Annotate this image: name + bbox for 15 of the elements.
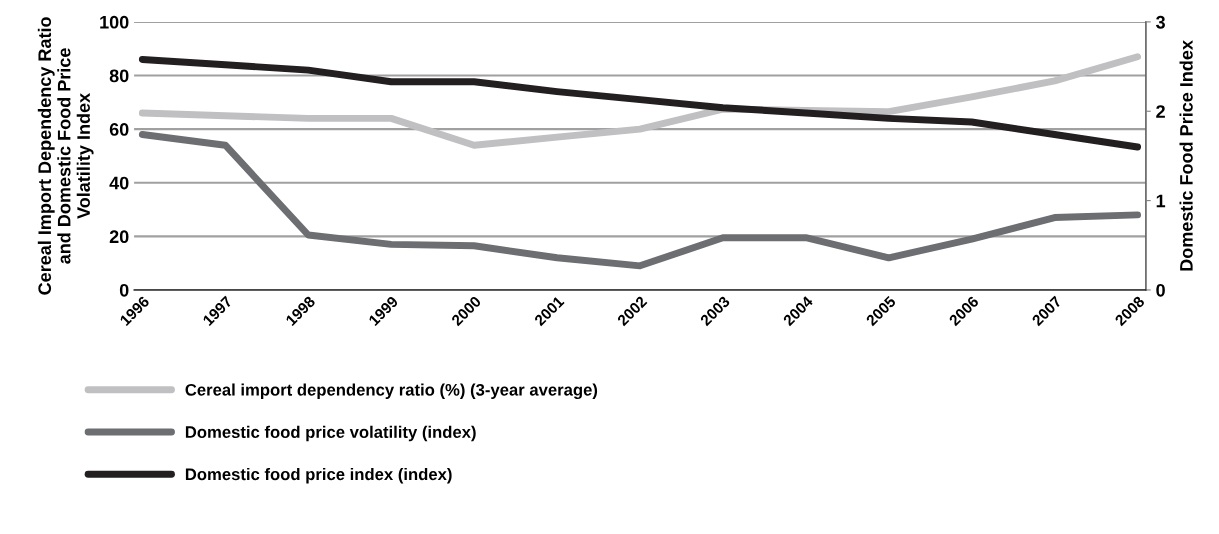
y2-tick-label: 1: [1156, 194, 1166, 208]
y-tick-label: 0: [119, 283, 129, 297]
y-axis-title: Cereal Import Dependency Ratio and Domestic Food Price Volatility Index: [37, 17, 94, 295]
legend-label: Domestic food price volatility (index): [185, 425, 476, 442]
y2-axis-title: Domestic Food Price Index: [1179, 40, 1193, 271]
y2-tick-label: 3: [1156, 15, 1165, 29]
y-tick-label: 100: [100, 15, 129, 29]
y-tick-label: 40: [109, 176, 129, 190]
legend-label: Domestic food price index (index): [185, 467, 452, 484]
y-tick-label: 80: [109, 69, 129, 83]
y2-tick-label: 2: [1156, 105, 1165, 118]
y-tick-label: 20: [109, 230, 129, 244]
y2-tick-label: 0: [1156, 283, 1165, 297]
legend-label: Cereal import dependency ratio (%) (3-year average): [185, 383, 598, 400]
y-tick-label: 60: [109, 123, 129, 136]
